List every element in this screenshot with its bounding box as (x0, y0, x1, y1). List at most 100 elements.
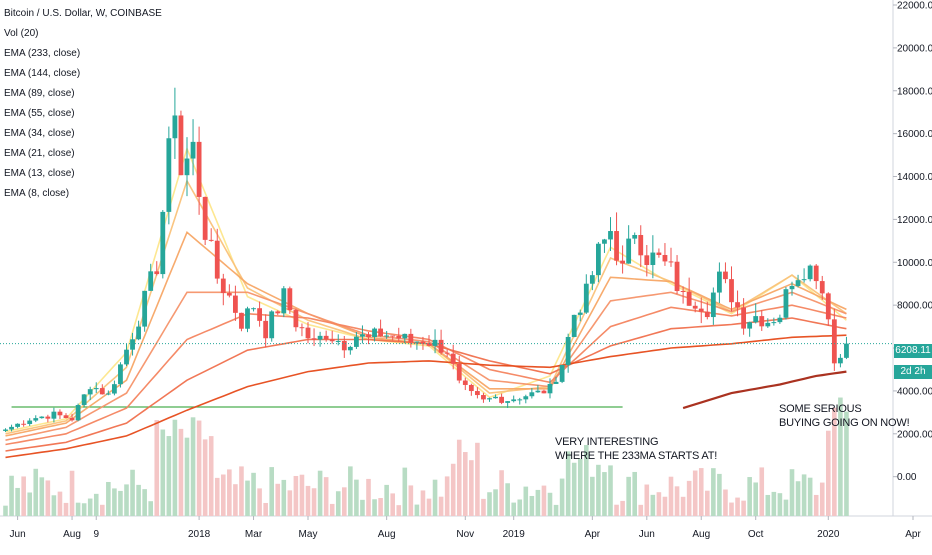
volume-bar (723, 489, 728, 516)
x-tick-label: Mar (245, 529, 263, 540)
legend-indicator[interactable]: EMA (8, close) (4, 188, 70, 199)
candle-body (347, 346, 353, 351)
volume-bar (747, 477, 752, 516)
volume-bar (366, 478, 371, 516)
candle-body (475, 391, 480, 396)
volume-bar (329, 503, 335, 516)
volume-bar (233, 484, 238, 516)
countdown-label: 2d 2h (894, 365, 932, 379)
volume-bar (541, 485, 547, 516)
candle-body (674, 261, 680, 292)
candle-body (184, 158, 190, 176)
candle-body (801, 279, 807, 281)
candle-body (178, 115, 184, 176)
candle-body (692, 305, 698, 309)
volume-bar (414, 504, 420, 516)
volume-bar (311, 488, 317, 516)
legend-indicator[interactable]: EMA (55, close) (4, 108, 75, 119)
y-tick-label: 20000.00 (897, 43, 932, 54)
volume-bar (27, 492, 32, 516)
legend-indicator[interactable]: Vol (20) (4, 28, 39, 39)
candle-body (825, 293, 831, 320)
y-tick-label: 22000.00 (897, 1, 932, 12)
volume-bar (590, 476, 595, 516)
candle-body (214, 240, 220, 279)
candle-body (523, 396, 529, 400)
candle-body (680, 291, 686, 293)
candle-body (844, 343, 849, 358)
candle-body (390, 335, 396, 337)
legend-title[interactable]: Bitcoin / U.S. Dollar, W, COINBASE (4, 8, 162, 19)
volume-bar (487, 492, 492, 516)
volume-bar (777, 493, 783, 516)
volume-bar (118, 490, 123, 516)
candle-body (360, 334, 365, 337)
candle-body (626, 238, 632, 264)
volume-bar (813, 494, 819, 516)
legend-indicator[interactable]: EMA (144, close) (4, 68, 81, 79)
candle-body (511, 399, 517, 402)
volume-bar (674, 486, 680, 516)
candle-body (402, 333, 408, 339)
volume-bar (184, 437, 190, 516)
y-tick-label: 12000.00 (897, 215, 932, 226)
volume-bar (87, 498, 93, 516)
candle-body (747, 322, 753, 329)
last-price-label: 6208.11 (894, 344, 932, 358)
volume-bar (257, 488, 262, 516)
candle-body (335, 340, 341, 342)
volume-bar (456, 439, 462, 516)
legend-indicator[interactable]: EMA (21, close) (4, 148, 75, 159)
candle-body (541, 390, 547, 394)
volume-bar (826, 430, 831, 516)
candle-body (299, 327, 305, 329)
candle-body (723, 271, 728, 280)
legend-indicator[interactable]: EMA (34, close) (4, 128, 75, 139)
candle-body (226, 293, 232, 296)
volume-bar (136, 484, 141, 516)
volume-bar (801, 474, 807, 516)
volume-bar (202, 439, 208, 516)
candle-body (608, 231, 613, 240)
volume-bar (584, 444, 589, 516)
volume-bar (360, 499, 365, 516)
candle-body (275, 311, 281, 314)
x-tick-label: 9 (93, 529, 99, 540)
legend-indicator[interactable]: EMA (89, close) (4, 88, 75, 99)
candle-body (481, 395, 486, 400)
candle-body (118, 364, 123, 385)
candle-body (493, 396, 498, 399)
volume-bar (172, 419, 178, 516)
candle-body (571, 314, 577, 337)
volume-bar (372, 499, 377, 516)
candle-body (450, 353, 456, 364)
candle-body (462, 380, 468, 385)
volume-bar (499, 470, 504, 516)
candle-body (15, 423, 20, 427)
volume-bar (251, 472, 256, 516)
legend-indicator[interactable]: EMA (233, close) (4, 48, 81, 59)
candle-body (329, 339, 335, 342)
x-tick-label: Oct (748, 529, 764, 540)
volume-bar (783, 499, 789, 516)
volume-bar (608, 465, 613, 516)
candle-body (136, 326, 141, 340)
y-tick-label: 0.00 (897, 472, 917, 483)
candle-body (112, 384, 117, 394)
volume-bar (735, 497, 740, 516)
x-tick-label: Nov (456, 529, 474, 540)
candle-body (456, 363, 462, 381)
volume-bar (208, 436, 214, 516)
candle-body (704, 311, 710, 318)
candle-body (354, 336, 359, 347)
legend-indicator[interactable]: EMA (13, close) (4, 168, 75, 179)
candle-body (517, 399, 523, 401)
x-tick-label: May (299, 529, 318, 540)
y-tick-label: 16000.00 (897, 129, 932, 140)
candle-body (130, 339, 135, 350)
volume-bar (269, 467, 274, 516)
volume-bar (717, 473, 722, 516)
volume-bar (844, 411, 849, 516)
candle-body (589, 275, 595, 284)
